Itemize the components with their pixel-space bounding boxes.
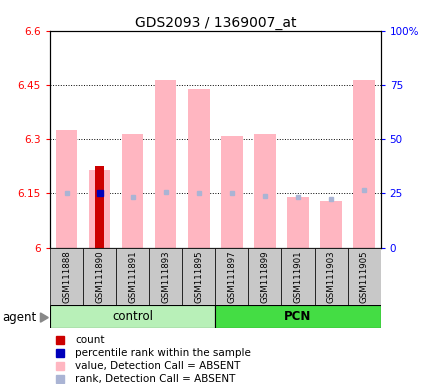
Bar (89, 170, 110, 248)
Text: PCN: PCN (284, 310, 311, 323)
Bar (314, 248, 347, 305)
Text: GSM111899: GSM111899 (260, 250, 269, 303)
Text: GSM111895: GSM111895 (194, 250, 203, 303)
Text: GSM111893: GSM111893 (161, 250, 170, 303)
Bar (155, 79, 176, 248)
Bar (253, 134, 275, 248)
Bar (248, 248, 281, 305)
Text: agent: agent (2, 311, 36, 324)
Bar (116, 248, 149, 305)
Bar (95, 166, 104, 248)
Text: GSM111888: GSM111888 (62, 250, 71, 303)
Bar (286, 197, 308, 248)
Title: GDS2093 / 1369007_at: GDS2093 / 1369007_at (134, 16, 296, 30)
Bar (50, 305, 215, 328)
Bar (215, 248, 248, 305)
Text: GSM111890: GSM111890 (95, 250, 104, 303)
Bar (352, 79, 374, 248)
Polygon shape (40, 313, 48, 322)
Text: rank, Detection Call = ABSENT: rank, Detection Call = ABSENT (75, 374, 235, 384)
Bar (347, 248, 380, 305)
Text: GSM111897: GSM111897 (227, 250, 236, 303)
Text: percentile rank within the sample: percentile rank within the sample (75, 348, 250, 358)
Bar (319, 201, 341, 248)
Bar (220, 136, 242, 248)
Bar (215, 305, 380, 328)
Text: GSM111905: GSM111905 (359, 250, 368, 303)
Text: GSM111901: GSM111901 (293, 250, 302, 303)
Bar (187, 89, 209, 248)
Bar (122, 134, 143, 248)
Text: count: count (75, 335, 104, 345)
Bar (149, 248, 182, 305)
Bar (182, 248, 215, 305)
Text: control: control (112, 310, 153, 323)
Bar (56, 130, 77, 248)
Text: value, Detection Call = ABSENT: value, Detection Call = ABSENT (75, 361, 240, 371)
Text: GSM111891: GSM111891 (128, 250, 137, 303)
Bar (281, 248, 314, 305)
Bar (83, 248, 116, 305)
Bar (50, 248, 83, 305)
Text: GSM111903: GSM111903 (326, 250, 335, 303)
